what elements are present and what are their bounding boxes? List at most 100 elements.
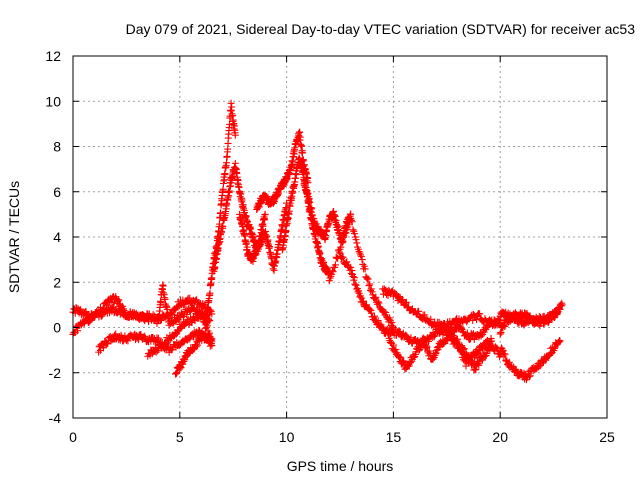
data-point	[228, 103, 236, 111]
data-point	[261, 210, 269, 218]
data-point	[347, 216, 355, 224]
data-point	[331, 261, 339, 269]
data-point	[343, 258, 351, 266]
data-point	[475, 361, 483, 369]
data-point	[141, 332, 149, 340]
data-point	[505, 358, 513, 366]
data-point	[432, 350, 440, 358]
data-point	[374, 317, 382, 325]
data-point	[421, 311, 429, 319]
x-tick-label: 10	[279, 429, 295, 445]
data-point	[497, 329, 505, 337]
data-point	[266, 242, 274, 250]
data-point	[338, 254, 346, 262]
data-point	[372, 293, 380, 301]
data-point	[237, 190, 245, 198]
data-point	[374, 298, 382, 306]
data-point	[457, 324, 465, 332]
series-track-17	[496, 337, 564, 384]
data-point	[227, 99, 235, 107]
data-point	[345, 221, 353, 229]
data-point	[348, 267, 356, 275]
data-point	[350, 274, 358, 282]
data-point	[425, 347, 433, 355]
data-point	[399, 357, 407, 365]
data-point	[298, 142, 306, 150]
data-point	[364, 275, 372, 283]
data-point	[370, 312, 378, 320]
y-tick-label: 12	[45, 48, 61, 64]
data-point	[336, 249, 344, 257]
data-point	[551, 314, 559, 322]
data-point	[124, 337, 132, 345]
y-tick-label: 4	[53, 229, 61, 245]
data-point	[154, 334, 162, 342]
data-point	[145, 318, 153, 326]
data-point	[555, 338, 563, 346]
series-track-6	[201, 99, 239, 332]
data-point	[190, 316, 198, 324]
series-track-8	[236, 199, 291, 274]
data-point	[427, 315, 435, 323]
data-point	[363, 274, 371, 282]
data-point	[219, 185, 227, 193]
series-track-15	[385, 330, 496, 373]
data-point	[203, 324, 210, 332]
data-point	[402, 298, 410, 306]
data-point	[208, 337, 216, 345]
data-point	[231, 131, 239, 139]
data-point	[298, 149, 306, 157]
data-point	[558, 301, 566, 309]
data-point	[367, 309, 375, 317]
series-track-12	[325, 214, 397, 331]
data-point	[405, 362, 413, 370]
data-point	[296, 133, 304, 141]
data-point	[339, 238, 347, 246]
data-point	[422, 342, 430, 350]
data-point	[259, 222, 267, 230]
y-tick-label: 6	[53, 184, 61, 200]
data-point	[352, 236, 360, 244]
data-point	[177, 324, 185, 332]
data-point	[544, 318, 552, 326]
data-point	[334, 223, 342, 231]
y-axis-label: SDTVAR / TECUs	[6, 181, 22, 293]
data-point	[542, 356, 550, 364]
series-track-11	[300, 175, 355, 247]
data-point	[402, 299, 410, 307]
data-point	[382, 308, 390, 316]
data-point	[352, 281, 360, 289]
series-track-19	[496, 299, 566, 338]
series-track-7	[210, 159, 269, 275]
data-point	[526, 372, 534, 380]
series-track-2	[69, 281, 216, 344]
data-point	[350, 230, 358, 238]
data-point	[441, 323, 449, 331]
data-point	[405, 303, 413, 311]
chart-title: Day 079 of 2021, Sidereal Day-to-day VTE…	[126, 21, 636, 37]
axis-ticks: 0 5 10 15 20 25 -4 -2 0 2 4 6 8 10 12	[45, 48, 615, 445]
series-track-16	[445, 327, 504, 374]
data-point	[74, 327, 82, 335]
data-point	[501, 350, 509, 358]
data-point	[388, 319, 396, 327]
data-point	[193, 341, 201, 349]
data-point	[353, 239, 361, 247]
data-point	[375, 299, 383, 307]
data-point	[81, 308, 89, 316]
data-point	[385, 318, 393, 326]
x-axis-label: GPS time / hours	[287, 458, 394, 474]
series-track-5	[172, 331, 216, 378]
data-point	[472, 366, 480, 374]
y-tick-label: -4	[49, 410, 62, 426]
data-point	[371, 295, 379, 303]
x-tick-label: 20	[492, 429, 508, 445]
data-point	[477, 332, 485, 340]
data-point	[357, 251, 365, 259]
data-point	[157, 299, 165, 307]
data-point	[164, 311, 172, 319]
data-point	[357, 253, 365, 261]
data-point	[279, 223, 287, 231]
data-point	[400, 358, 408, 366]
data-point	[483, 350, 491, 358]
